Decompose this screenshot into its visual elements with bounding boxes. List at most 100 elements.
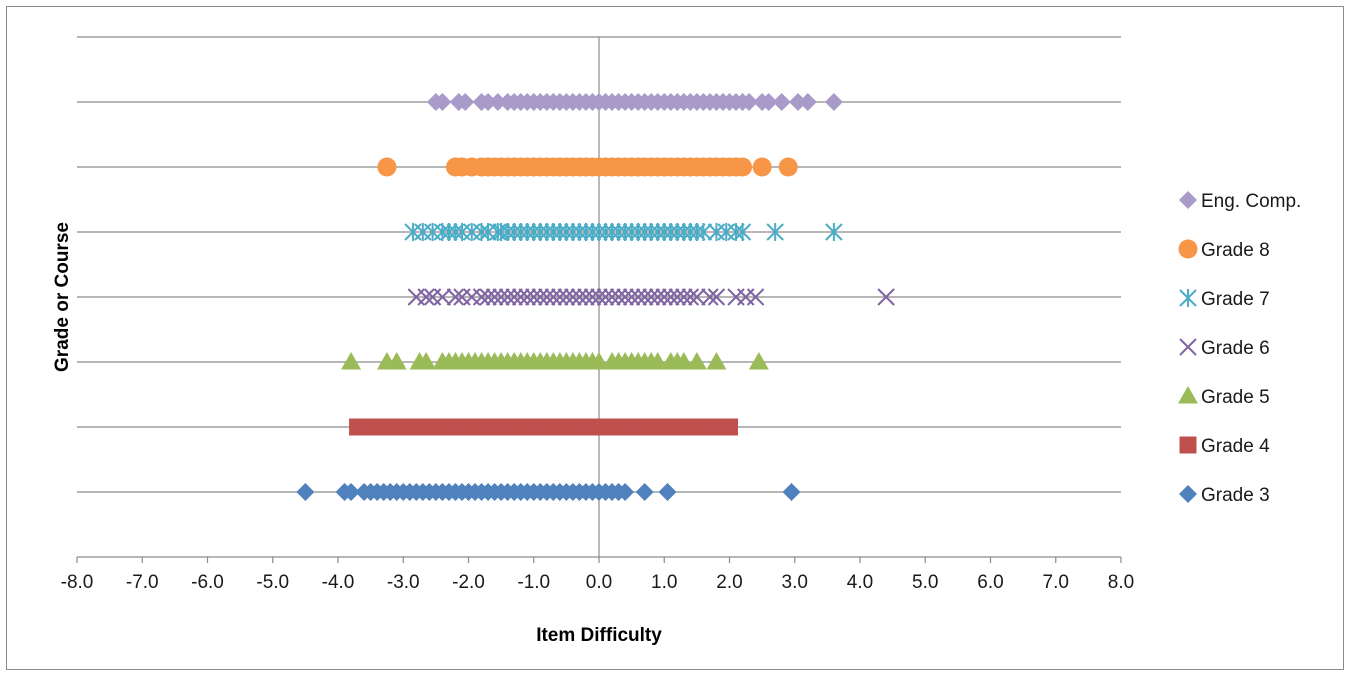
legend-marker xyxy=(1179,191,1197,209)
data-point xyxy=(681,288,700,306)
data-point xyxy=(675,288,693,306)
data-point xyxy=(752,157,772,177)
series-grade-5 xyxy=(341,352,769,370)
data-point xyxy=(433,93,452,111)
data-point xyxy=(505,288,523,306)
data-point xyxy=(551,288,569,306)
series-eng-comp xyxy=(426,93,843,111)
x-tick-label: -8.0 xyxy=(61,572,94,593)
x-tick-label: 7.0 xyxy=(1043,572,1069,593)
legend-item: Grade 5 xyxy=(1178,386,1270,408)
x-tick-label: -2.0 xyxy=(452,572,485,593)
legend-label: Grade 4 xyxy=(1201,436,1270,457)
legend-item: Eng. Comp. xyxy=(1179,191,1301,212)
data-point xyxy=(538,288,556,306)
data-point xyxy=(492,288,510,306)
data-point xyxy=(531,288,549,306)
data-point xyxy=(433,288,452,306)
data-point xyxy=(622,288,641,306)
data-point xyxy=(706,352,727,370)
data-point xyxy=(479,288,497,306)
data-point xyxy=(707,288,726,306)
data-point xyxy=(668,288,687,306)
data-point xyxy=(733,223,752,241)
x-tick-label: -1.0 xyxy=(517,572,550,593)
data-point xyxy=(485,288,504,306)
data-point xyxy=(456,93,475,111)
x-tick-label: -3.0 xyxy=(387,572,420,593)
data-point xyxy=(740,93,759,111)
data-point xyxy=(616,288,634,306)
data-point xyxy=(789,93,808,111)
series-grade-4 xyxy=(349,418,738,436)
data-point xyxy=(341,352,362,370)
data-point xyxy=(518,288,536,306)
data-point xyxy=(589,352,609,370)
data-point xyxy=(386,352,407,370)
data-point xyxy=(446,288,465,306)
data-point xyxy=(673,352,694,370)
data-point xyxy=(759,93,778,111)
legend-label: Grade 5 xyxy=(1201,387,1270,408)
legend-label: Eng. Comp. xyxy=(1201,191,1301,212)
data-point xyxy=(686,352,707,370)
legend-marker xyxy=(1178,386,1198,404)
x-tick-label: 1.0 xyxy=(651,572,677,593)
series-grade-7 xyxy=(404,223,843,241)
x-axis-title: Item Difficulty xyxy=(536,625,662,646)
legend-item: Grade 6 xyxy=(1179,338,1270,359)
data-point xyxy=(766,223,784,241)
x-tick-label: 2.0 xyxy=(716,572,742,593)
legend-marker xyxy=(1179,338,1197,356)
x-tick-label: -6.0 xyxy=(191,572,224,593)
legend-marker xyxy=(1179,436,1197,454)
x-tick-label: -4.0 xyxy=(322,572,355,593)
data-point xyxy=(658,483,677,501)
data-point xyxy=(511,288,530,306)
data-point xyxy=(649,288,667,306)
data-point xyxy=(824,93,843,111)
data-point xyxy=(629,288,647,306)
x-tick-label: -7.0 xyxy=(126,572,159,593)
data-point xyxy=(377,157,397,177)
data-point xyxy=(488,93,507,111)
legend-marker xyxy=(1179,485,1197,503)
data-point xyxy=(778,157,798,177)
data-point xyxy=(688,288,706,306)
x-tick-labels: -8.0 -7.0 -6.0 -5.0 -4.0 -3.0 -2.0 -1.0 0.0 1.0 2.… xyxy=(61,557,1134,593)
data-point xyxy=(701,288,719,306)
data-point xyxy=(635,483,654,501)
x-tick-label: 3.0 xyxy=(782,572,808,593)
data-point xyxy=(417,288,435,306)
data-point xyxy=(544,288,563,306)
data-point xyxy=(472,288,491,306)
data-point xyxy=(721,418,738,436)
x-tick-label: 4.0 xyxy=(847,572,873,593)
data-point xyxy=(877,288,895,306)
data-point xyxy=(616,483,635,501)
data-point xyxy=(609,288,628,306)
x-tick-label: -5.0 xyxy=(256,572,289,593)
data-point xyxy=(583,288,602,306)
legend: Eng. Comp. Grade 8 Grade 7 Grade 6 Grade 5 Gr… xyxy=(1178,191,1301,506)
data-point xyxy=(342,483,361,501)
data-point xyxy=(296,483,315,501)
data-point xyxy=(662,288,680,306)
data-point xyxy=(557,288,576,306)
legend-item: Grade 3 xyxy=(1179,485,1270,506)
legend-label: Grade 8 xyxy=(1201,240,1270,261)
data-point xyxy=(479,93,498,111)
data-point xyxy=(416,352,437,370)
data-point xyxy=(525,288,543,306)
data-point xyxy=(603,288,621,306)
x-tick-label: 0.0 xyxy=(586,572,612,593)
data-point xyxy=(635,288,654,306)
data-point xyxy=(570,288,589,306)
y-axis-title: Grade or Course xyxy=(52,222,73,372)
data-point xyxy=(782,483,801,501)
data-point xyxy=(825,223,843,241)
legend-label: Grade 7 xyxy=(1201,289,1270,310)
x-tick-label: 8.0 xyxy=(1108,572,1134,593)
x-tick-label: 6.0 xyxy=(977,572,1003,593)
